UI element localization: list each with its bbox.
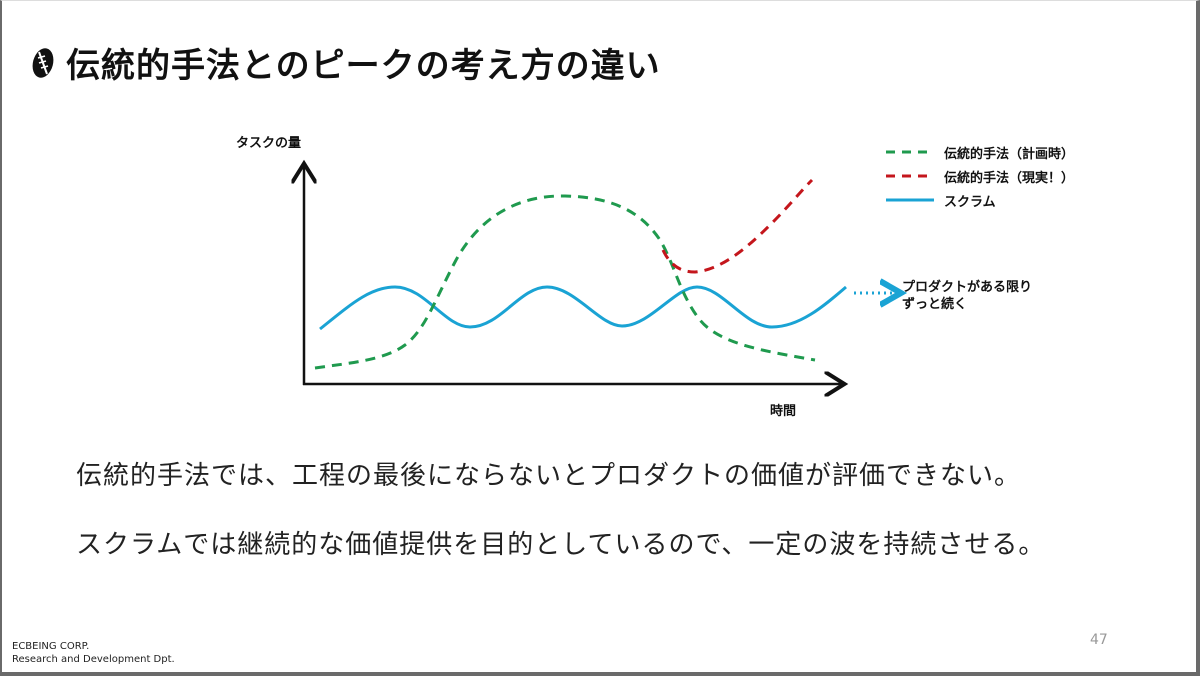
chart-legend: 伝統的手法（計画時） 伝統的手法（現実！） スクラム (886, 140, 1074, 212)
rugby-ball-icon (32, 47, 54, 78)
page-number: 47 (1090, 632, 1108, 648)
chart-annotation: プロダクトがある限り ずっと続く (902, 279, 1032, 313)
legend-label-reality: 伝統的手法（現実！） (944, 170, 1075, 186)
footer-department: Research and Development Dpt. (12, 654, 175, 665)
annotation-line-2: ずっと続く (902, 297, 968, 312)
body-text-2: スクラムでは継続的な価値提供を目的としているので、一定の波を持続させる。 (76, 530, 1046, 560)
slide-title: 伝統的手法とのピークの考え方の違い (66, 46, 661, 86)
annotation-line-1: プロダクトがある限り (902, 280, 1033, 295)
x-axis-label: 時間 (770, 404, 797, 419)
series-traditional-planned (314, 194, 816, 370)
legend-item-planned: 伝統的手法（計画時） (886, 140, 1074, 164)
legend-item-scrum: スクラム (886, 188, 1074, 212)
dashed-red-line-icon (886, 174, 934, 178)
legend-label-planned: 伝統的手法（計画時） (944, 146, 1075, 162)
slide-header: 伝統的手法とのピークの考え方の違い (30, 38, 661, 87)
footer: ECBEING CORP. Research and Development D… (12, 640, 175, 666)
solid-blue-line-icon (886, 198, 934, 202)
series-scrum (319, 285, 847, 331)
footer-company-name: ECBEING CORP. (12, 641, 90, 652)
series-traditional-reality (661, 178, 814, 274)
dashed-green-line-icon (886, 150, 934, 154)
legend-item-reality: 伝統的手法（現実！） (886, 164, 1074, 188)
y-axis-label: タスクの量 (236, 136, 302, 151)
legend-label-scrum: スクラム (944, 194, 996, 210)
body-text-1: 伝統的手法では、工程の最後にならないとプロダクトの価値が評価できない。 (76, 461, 1022, 491)
